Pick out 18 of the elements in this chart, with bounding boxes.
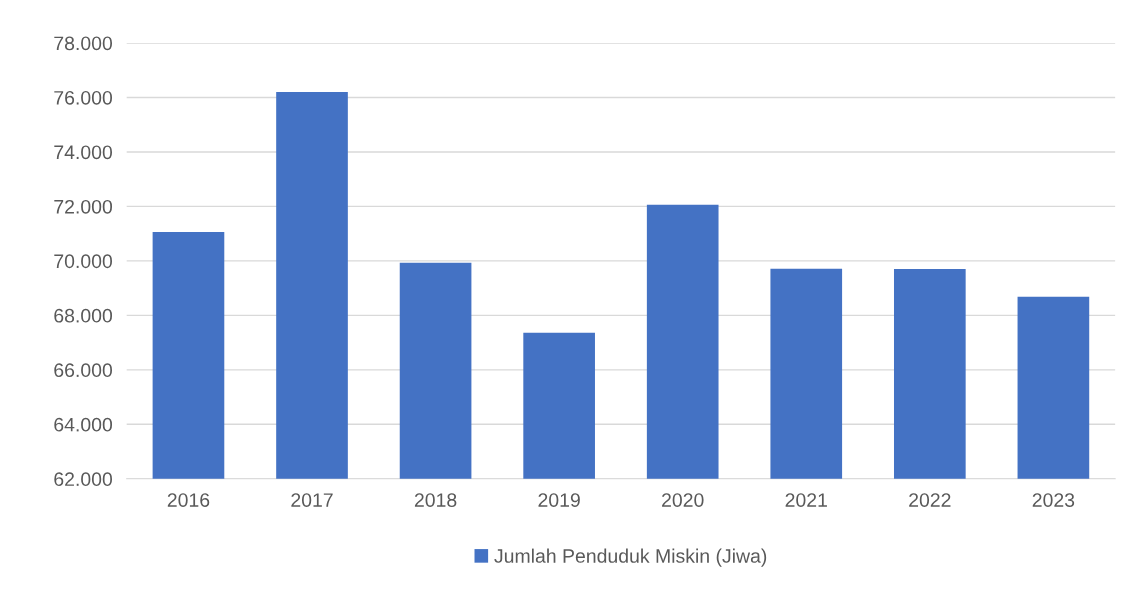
x-tick-label: 2018 [414, 493, 457, 507]
y-tick-label: 66.000 [54, 363, 113, 378]
y-tick-label: 70.000 [54, 254, 113, 269]
x-tick-label: 2016 [167, 493, 210, 507]
y-tick-label: 68.000 [54, 308, 113, 323]
x-tick-label: 2019 [538, 493, 580, 507]
x-tick-label: 2022 [909, 493, 951, 507]
y-tick-label: 64.000 [54, 417, 113, 432]
x-tick-label: 2020 [662, 493, 704, 507]
x-tick-label: 2017 [291, 493, 333, 507]
y-tick-label: 76.000 [54, 90, 113, 105]
y-tick-label: 74.000 [54, 145, 113, 160]
x-tick-label: 2023 [1032, 493, 1075, 507]
x-tick-label: 2021 [785, 493, 827, 507]
y-tick-label: 72.000 [54, 199, 113, 214]
legend-label: Jumlah Penduduk Miskin (Jiwa) [494, 548, 767, 567]
y-tick-label: 78.000 [54, 36, 113, 51]
y-tick-label: 62.000 [54, 472, 113, 487]
